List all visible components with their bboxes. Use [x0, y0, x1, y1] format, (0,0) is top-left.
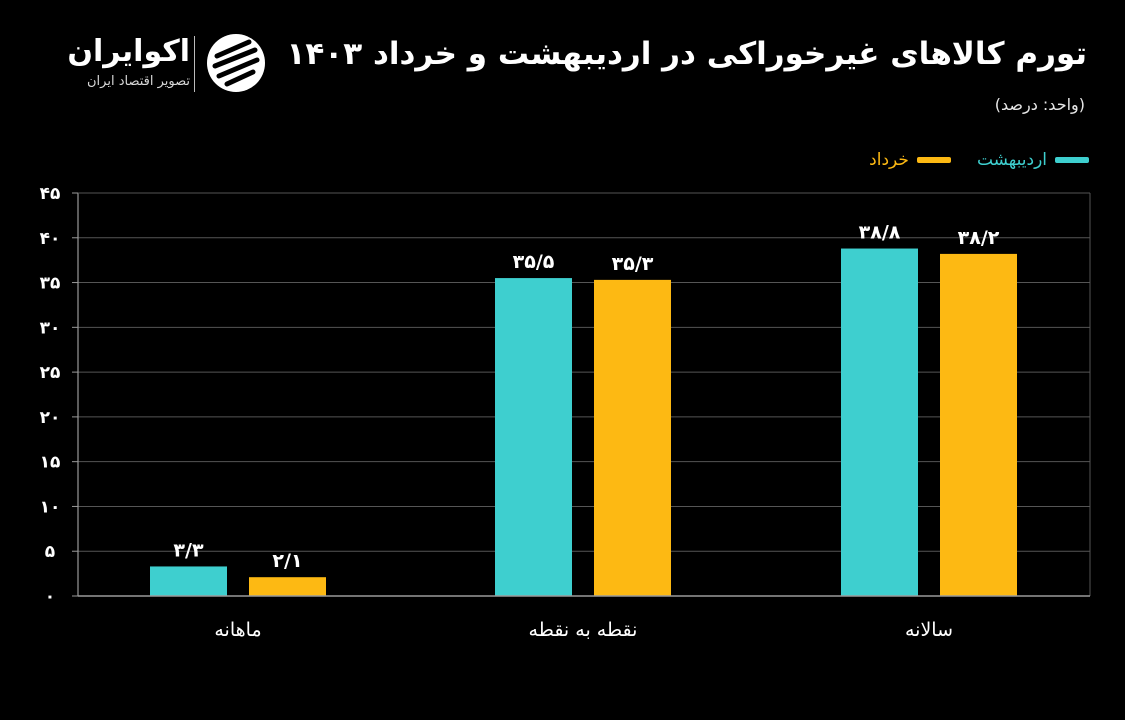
- bar-khordad: [940, 253, 1017, 597]
- y-tick-label: ۲۵: [40, 363, 61, 383]
- data-label: ۳۸/۲: [958, 227, 1000, 249]
- data-label: ۳۵/۵: [513, 251, 555, 273]
- y-tick-label: ۱۰: [40, 497, 61, 517]
- bar-khordad: [249, 577, 326, 596]
- brand-tagline: تصویر اقتصاد ایران: [87, 74, 190, 89]
- y-tick-label: ۰: [45, 587, 55, 607]
- data-label: ۳۵/۳: [612, 253, 654, 275]
- y-tick-label: ۵: [45, 542, 55, 562]
- y-tick-label: ۴۰: [40, 229, 61, 249]
- bar-ordibehesht: [150, 566, 227, 596]
- data-label: ۲/۱: [272, 550, 302, 572]
- category-label: سالانه: [905, 619, 953, 641]
- legend-swatch-ordibehesht: [1055, 157, 1089, 163]
- logo-separator: [194, 36, 195, 92]
- bar-ordibehesht: [841, 248, 918, 596]
- y-tick-label: ۲۰: [40, 408, 61, 428]
- bar-ordibehesht: [495, 278, 572, 596]
- y-tick-label: ۴۵: [40, 184, 61, 204]
- category-label: نقطه به نقطه: [529, 619, 638, 641]
- chart-legend: اردیبهشت خرداد: [869, 150, 1089, 170]
- brand-name: اکوایران: [67, 34, 190, 69]
- legend-item-ordibehesht: اردیبهشت: [977, 150, 1089, 170]
- unit-note: (واحد: درصد): [994, 95, 1085, 114]
- legend-label-khordad: خرداد: [869, 150, 909, 170]
- y-tick-label: ۳۰: [40, 318, 61, 338]
- chart-title: تورم کالاهای غیرخوراکی در اردیبهشت و خرد…: [286, 36, 1087, 72]
- legend-item-khordad: خرداد: [869, 150, 951, 170]
- data-label: ۳۸/۸: [859, 222, 901, 244]
- brand-mark-icon: [207, 34, 265, 92]
- y-tick-label: ۳۵: [40, 274, 61, 294]
- y-tick-label: ۱۵: [40, 453, 61, 473]
- brand-logo: اکوایران تصویر اقتصاد ایران: [40, 30, 280, 100]
- bar-khordad: [594, 279, 671, 596]
- data-label: ۳/۳: [173, 539, 204, 561]
- category-label: ماهانه: [214, 619, 261, 641]
- legend-swatch-khordad: [916, 157, 951, 163]
- legend-label-ordibehesht: اردیبهشت: [976, 150, 1047, 170]
